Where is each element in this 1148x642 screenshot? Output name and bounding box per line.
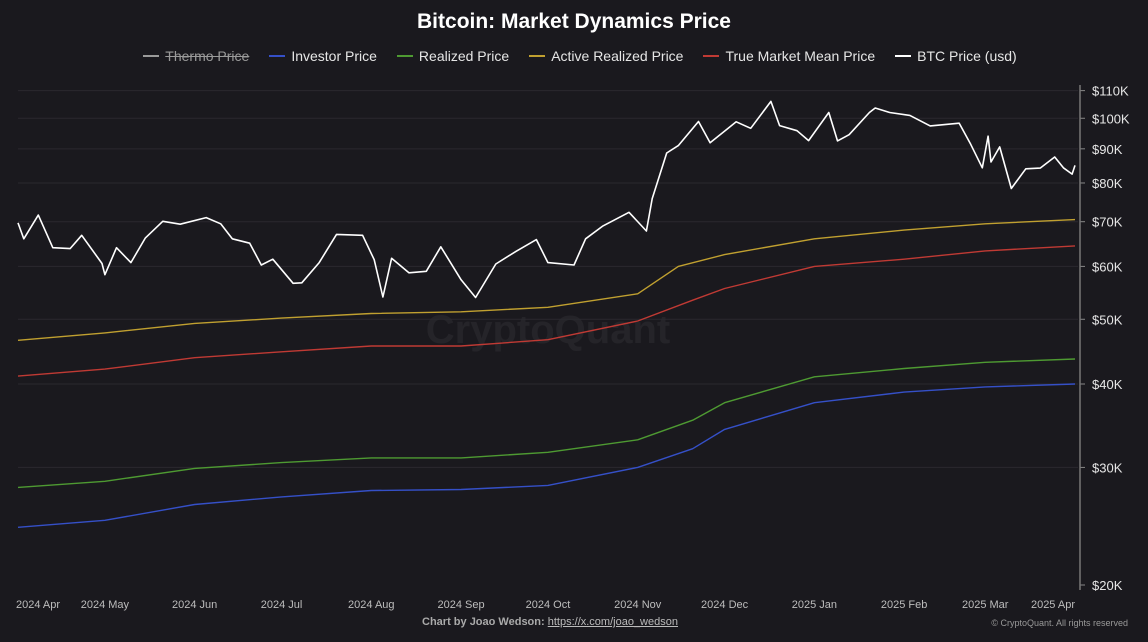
x-tick-label: 2025 Jan <box>792 599 837 611</box>
legend-label: Thermo Price <box>165 48 250 64</box>
y-tick-label: $80K <box>1092 176 1123 191</box>
legend-label: Active Realized Price <box>551 48 684 64</box>
y-tick-label: $90K <box>1092 142 1123 157</box>
x-tick-label: 2024 Dec <box>701 599 749 611</box>
series-line-btc-price-usd <box>17 100 1076 299</box>
legend-item-realized-price[interactable]: Realized Price <box>396 48 510 64</box>
legend-swatch <box>396 55 413 57</box>
x-tick-label: 2025 Mar <box>962 599 1009 611</box>
y-tick-label: $100K <box>1092 111 1130 126</box>
legend-swatch <box>895 55 912 57</box>
legend-label: True Market Mean Price <box>725 48 876 64</box>
legend-swatch <box>703 55 720 57</box>
series-line-true-market-mean-price <box>17 245 1076 377</box>
y-tick-label: $20K <box>1092 578 1123 593</box>
x-tick-label: 2024 Jul <box>261 599 303 611</box>
copyright: © CryptoQuant. All rights reserved <box>991 618 1128 628</box>
series-line-investor-price <box>17 383 1076 528</box>
legend: Thermo Price Investor Price Realized Price… <box>0 48 1148 64</box>
legend-label: Investor Price <box>291 48 377 64</box>
x-tick-label: 2025 Apr <box>1031 599 1075 611</box>
legend-item-thermo-price[interactable]: Thermo Price <box>143 48 249 64</box>
legend-swatch <box>143 55 160 57</box>
watermark: CryptoQuant <box>426 308 670 352</box>
y-tick-label: $60K <box>1092 259 1123 274</box>
legend-swatch <box>529 55 546 57</box>
series-line-active-realized-price <box>17 218 1076 341</box>
legend-label: BTC Price (usd) <box>917 48 1017 64</box>
x-tick-label: 2025 Feb <box>881 599 927 611</box>
legend-label: Realized Price <box>418 48 510 64</box>
x-tick-label: 2024 May <box>81 599 130 611</box>
y-tick-label: $70K <box>1092 215 1123 230</box>
x-tick-label: 2024 Sep <box>438 599 485 611</box>
legend-item-true-market-mean-price[interactable]: True Market Mean Price <box>703 48 875 64</box>
x-tick-label: 2024 Oct <box>526 599 571 611</box>
legend-swatch <box>269 55 286 57</box>
x-tick-label: 2024 Jun <box>172 599 217 611</box>
y-tick-label: $110K <box>1092 84 1129 99</box>
y-tick-label: $40K <box>1092 377 1123 392</box>
series-line-realized-price <box>17 358 1076 489</box>
footer-credit: Chart by Joao Wedson: https://x.com/joao… <box>0 616 1100 628</box>
credit-text: Chart by Joao Wedson: <box>422 616 545 628</box>
x-tick-label: 2024 Nov <box>614 599 662 611</box>
x-tick-label: 2024 Aug <box>348 599 395 611</box>
y-tick-label: $50K <box>1092 312 1123 327</box>
x-tick-label: 2024 Apr <box>16 599 60 611</box>
legend-item-btc-price-usd[interactable]: BTC Price (usd) <box>895 48 1017 64</box>
legend-item-active-realized-price[interactable]: Active Realized Price <box>529 48 683 64</box>
credit-link[interactable]: https://x.com/joao_wedson <box>547 616 678 628</box>
legend-item-investor-price[interactable]: Investor Price <box>269 48 377 64</box>
chart-title: Bitcoin: Market Dynamics Price <box>417 10 731 33</box>
y-tick-label: $30K <box>1092 460 1123 475</box>
